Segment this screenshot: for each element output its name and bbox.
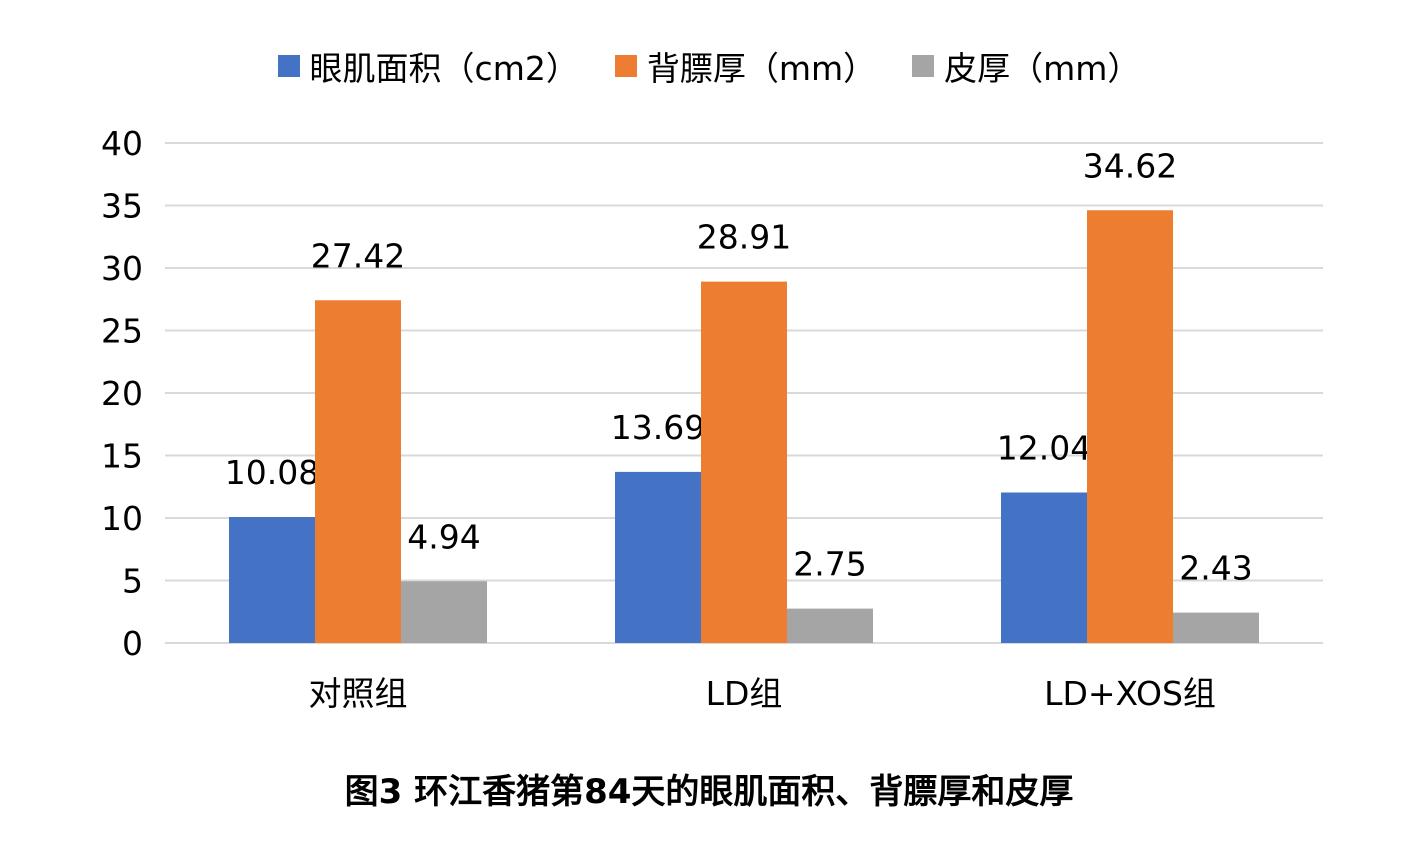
bar-2-2 (1173, 612, 1259, 643)
y-tick-label: 35 (101, 187, 143, 226)
data-label: 2.43 (1179, 549, 1252, 588)
data-label: 27.42 (311, 236, 405, 275)
data-label: 10.08 (225, 453, 319, 492)
bar-0-2 (401, 581, 487, 643)
legend-swatch-backfat (614, 55, 637, 77)
bar-0-0 (229, 517, 315, 643)
y-tick-label: 10 (101, 499, 143, 538)
figure-caption: 图3 环江香猪第84天的眼肌面积、背膘厚和皮厚 (344, 772, 1074, 812)
data-label: 2.75 (793, 545, 866, 584)
legend-label-skin-thickness: 皮厚（mm） (944, 49, 1141, 88)
legend-label-backfat: 背膘厚（mm） (646, 49, 877, 88)
y-tick-label: 0 (122, 624, 143, 663)
y-tick-label: 20 (101, 374, 143, 413)
legend-swatch-eye-muscle-area (277, 55, 300, 77)
x-tick-label: 对照组 (309, 674, 408, 713)
bar-1-2 (787, 608, 873, 643)
legend-swatch-skin-thickness (912, 55, 935, 77)
data-label: 12.04 (997, 429, 1091, 468)
legend-item-backfat: 背膘厚（mm） (614, 42, 877, 90)
legend-item-skin-thickness: 皮厚（mm） (912, 42, 1140, 90)
y-tick-label: 25 (101, 312, 143, 351)
data-label: 13.69 (611, 408, 705, 447)
x-tick-label: LD+XOS组 (1044, 674, 1216, 713)
bar-1-0 (615, 471, 701, 643)
legend-label-eye-muscle-area: 眼肌面积（cm2） (309, 49, 579, 88)
data-label: 34.62 (1083, 146, 1177, 185)
data-label: 4.94 (407, 517, 480, 556)
x-tick-label: LD组 (706, 674, 783, 713)
y-tick-label: 40 (101, 124, 143, 163)
bar-1-1 (701, 281, 787, 643)
legend-item-eye-muscle-area: 眼肌面积（cm2） (277, 42, 579, 90)
bar-2-0 (1001, 492, 1087, 643)
bar-0-1 (315, 300, 401, 643)
data-label: 28.91 (697, 218, 791, 257)
chart-legend: 眼肌面积（cm2） 背膘厚（mm） 皮厚（mm） (0, 42, 1418, 90)
bar-2-1 (1087, 210, 1173, 643)
y-tick-label: 15 (101, 437, 143, 476)
y-tick-label: 5 (122, 562, 143, 601)
y-tick-label: 30 (101, 249, 143, 288)
